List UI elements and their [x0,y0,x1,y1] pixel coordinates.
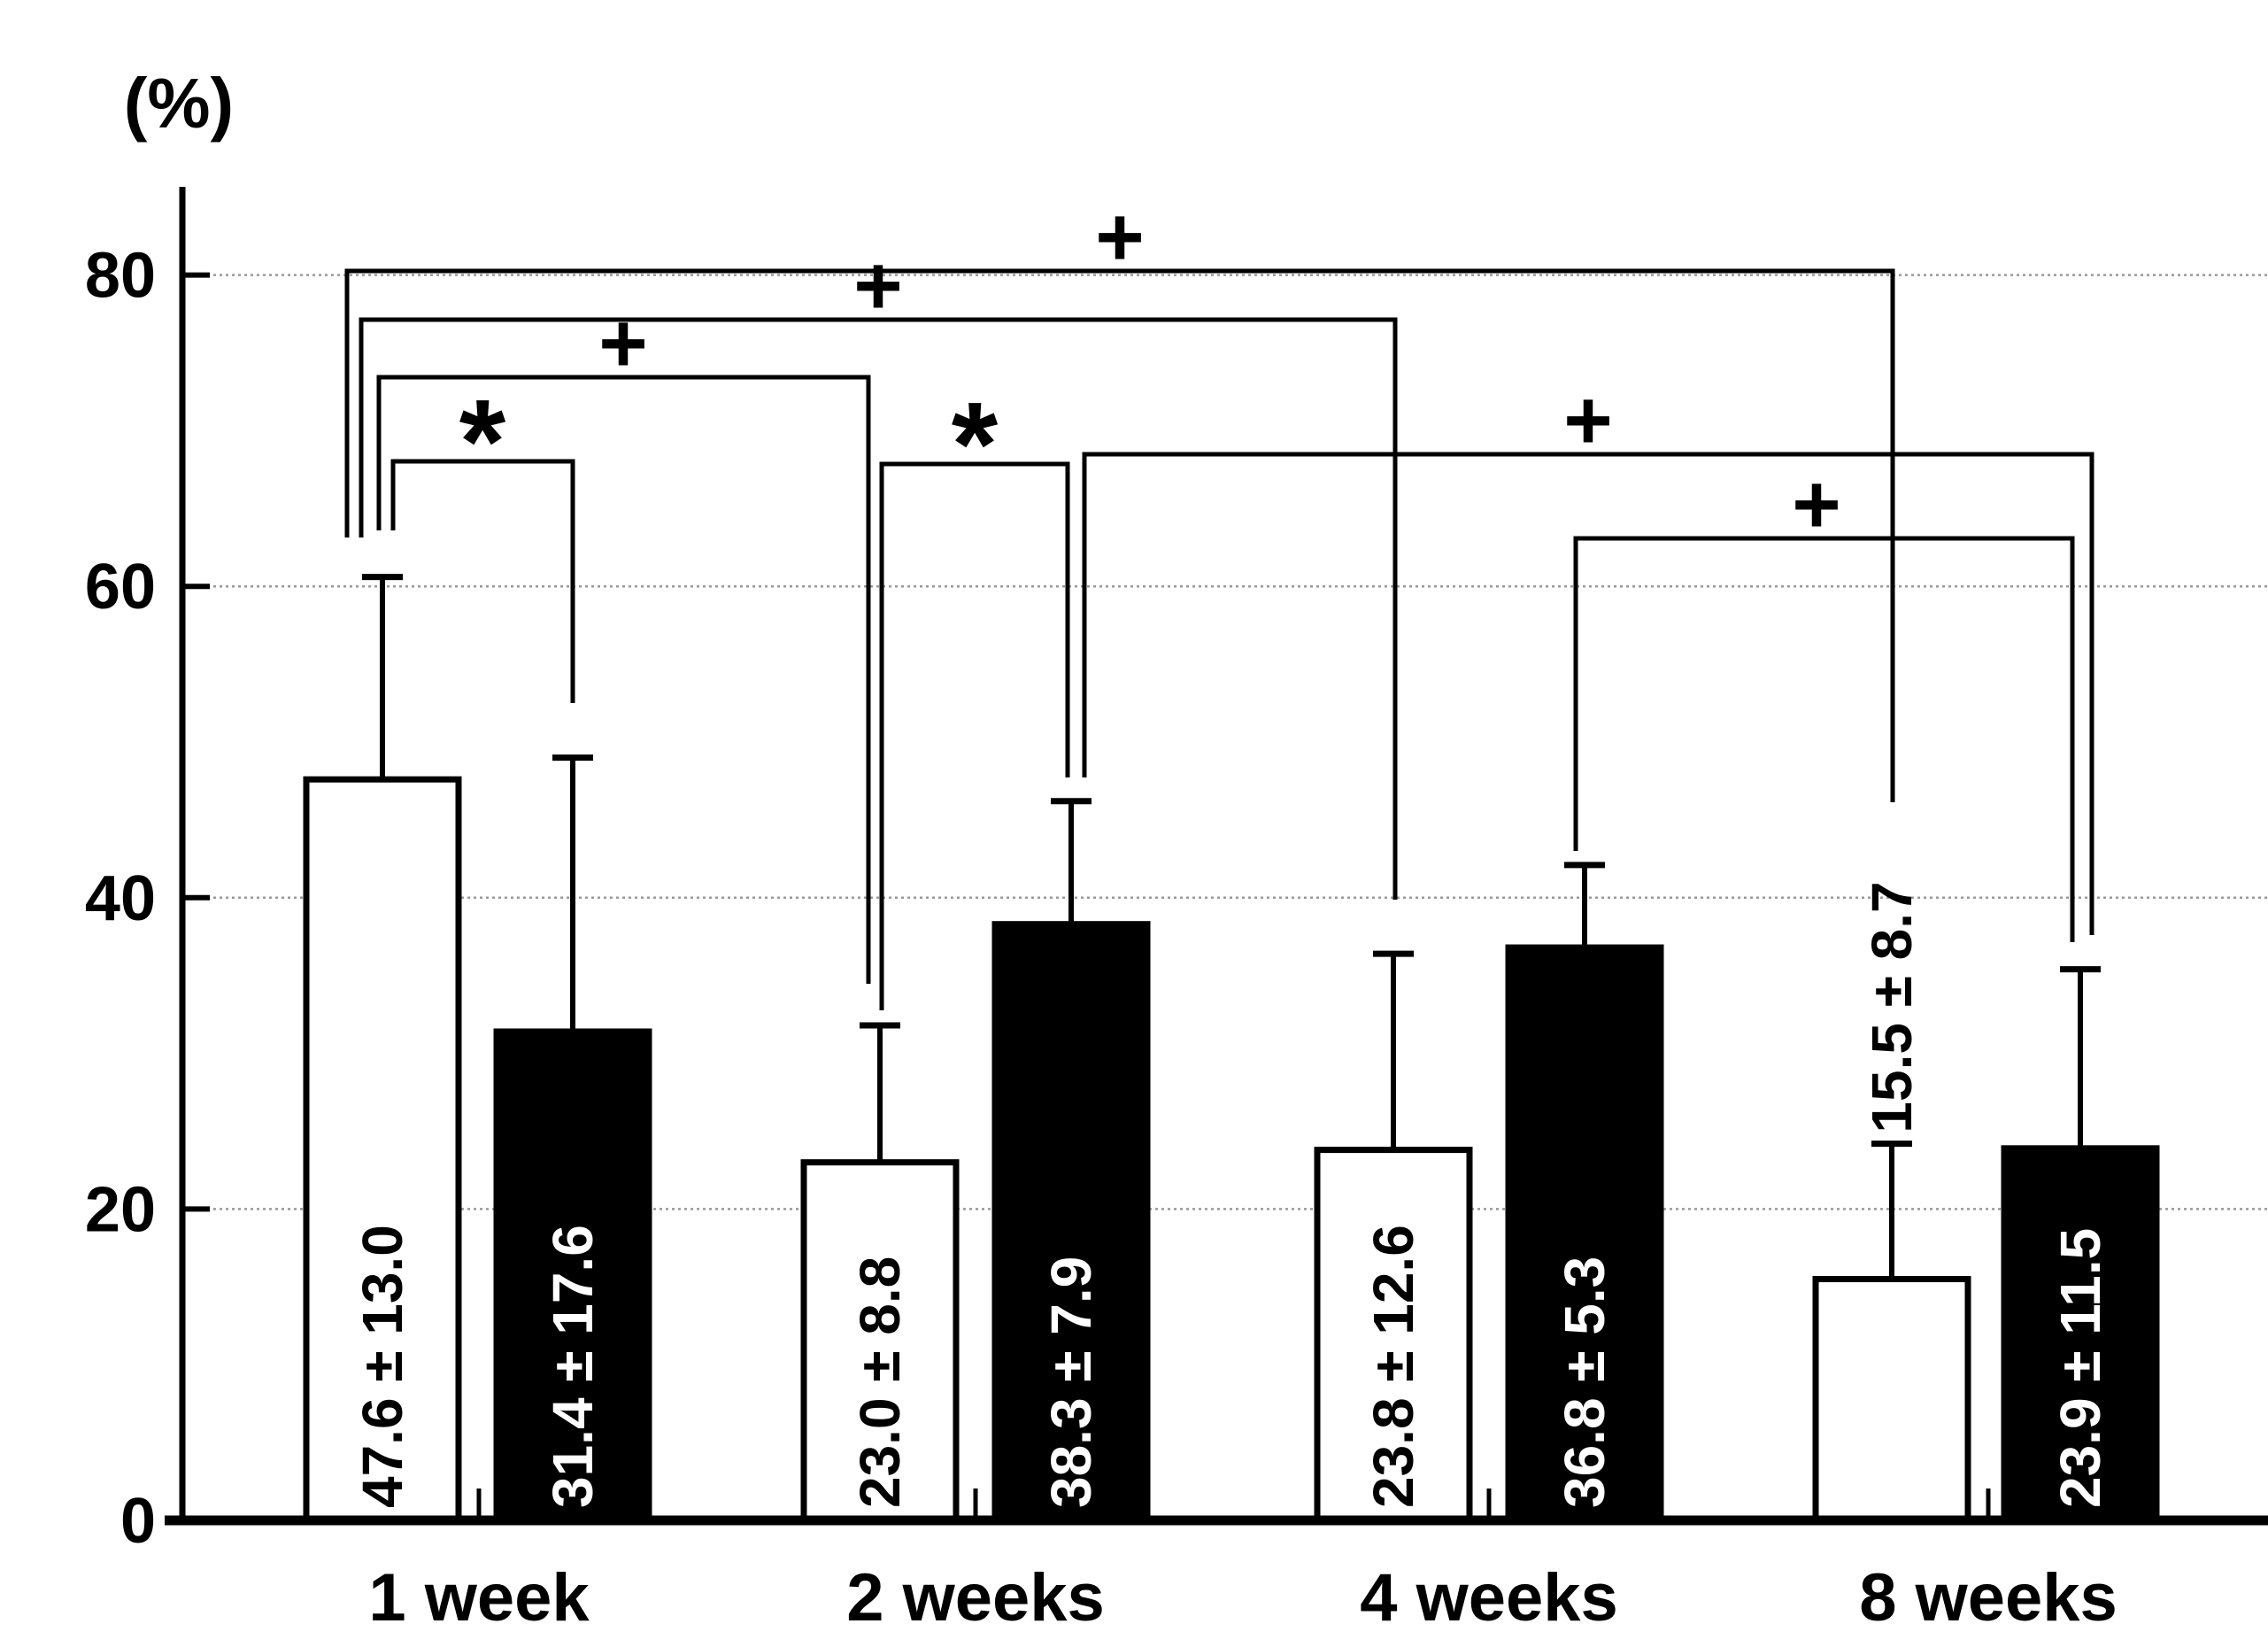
significance-symbol-4: * [459,375,506,508]
significance-bracket-5 [879,461,1070,1010]
bar-2-weeks-white_bars [800,1159,960,1524]
x-axis-label-8-weeks: 8 weeks [1859,1560,2118,1633]
y-tick-label-0: 0 [120,1486,156,1557]
significance-bracket-2 [359,317,1398,900]
y-tick-label-40: 40 [85,863,156,934]
significance-bracket-7 [1573,536,2075,942]
bar-1-week-black_bars [493,1028,652,1524]
significance-symbol-7: + [1792,458,1840,552]
x-axis-label-4-weeks: 4 weeks [1360,1560,1618,1633]
significance-symbol-1: + [1095,190,1144,284]
x-axis-label-2-weeks: 2 weeks [846,1560,1105,1633]
bar-8-weeks-black_bars [2001,1145,2160,1524]
significance-bracket-4 [390,459,575,703]
bar-2-weeks-black_bars [991,921,1151,1524]
y-tick-label-60: 60 [85,552,156,622]
y-tick-label-80: 80 [85,241,156,312]
significance-symbol-6: + [1563,374,1612,468]
x-axis-label-1-week: 1 week [368,1560,590,1633]
bar-chart-figure: 0 20 40 60 80 (%) 1 week 2 weeks 4 weeks 8 weeks +… [35,14,2268,1633]
significance-symbol-2: + [853,239,902,333]
y-axis-unit-label: (%) [124,64,234,143]
significance-bracket-6 [1082,452,2094,935]
bar-value-label-1-week-white_bars: 47.6 ± 13.0 [351,1225,414,1508]
significance-bracket-3 [376,375,871,984]
bar-value-label-1-week-black_bars: 31.4 ± 17.6 [541,1225,605,1508]
bar-value-label-8-weeks-white_bars: 15.5 ± 8.7 [1860,881,1924,1133]
bar-4-weeks-white_bars [1314,1147,1473,1524]
significance-symbol-5: * [952,377,999,511]
bar-value-label-2-weeks-black_bars: 38.3 ± 7.9 [1039,1257,1103,1508]
bar-value-label-4-weeks-white_bars: 23.8 ± 12.6 [1362,1225,1425,1508]
bar-value-label-8-weeks-black_bars: 23.9 ± 11.5 [2048,1228,2112,1508]
y-tick-label-20: 20 [85,1174,156,1245]
bar-value-label-2-weeks-white_bars: 23.0 ± 8.8 [848,1257,912,1508]
significance-symbol-3: + [598,297,647,390]
bar-chart: 0 20 40 60 80 (%) 1 week 2 weeks 4 weeks 8 weeks +… [85,64,2268,1633]
bar-8-weeks-white_bars [1812,1276,1971,1524]
bar-value-label-4-weeks-black_bars: 36.8 ± 5.3 [1553,1257,1616,1508]
